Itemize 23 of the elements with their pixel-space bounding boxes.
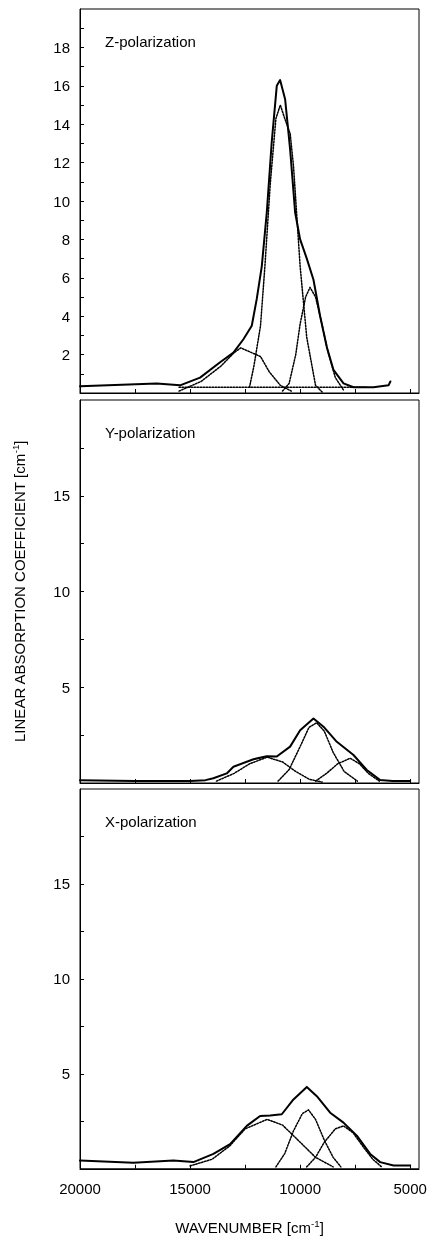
y-tick-label: 8	[61, 230, 70, 248]
y-tick-label: 2	[61, 346, 70, 364]
y-tick-label: 18	[53, 38, 70, 56]
x-tick-label: 15000	[169, 1179, 211, 1197]
y-tick-label: 10	[53, 583, 70, 600]
y-tick-label: 15	[53, 875, 70, 893]
y-tick-label: 14	[53, 115, 70, 133]
text: Y-polarization	[105, 424, 196, 441]
text: Z-polarization	[105, 33, 196, 50]
text: X-polarization	[105, 813, 197, 830]
y-tick-label: 10	[53, 970, 70, 988]
y-tick-label: 12	[53, 154, 70, 172]
y-tick-label: 15	[53, 487, 70, 505]
y-tick-label: 5	[61, 678, 70, 696]
y-tick-label: 4	[61, 307, 70, 325]
y-tick-label: 10	[53, 192, 70, 210]
y-tick-label: 16	[53, 77, 70, 95]
y-tick-label: 6	[61, 269, 70, 287]
x-tick-label: 10000	[279, 1179, 321, 1197]
x-tick-label: 5000	[393, 1179, 427, 1197]
x-tick-label: 20000	[59, 1179, 101, 1197]
y-axis-title: LINEAR ABSORPTION COEFFICIENT [cm-1]	[10, 440, 28, 742]
y-tick-label: 5	[61, 1065, 70, 1083]
